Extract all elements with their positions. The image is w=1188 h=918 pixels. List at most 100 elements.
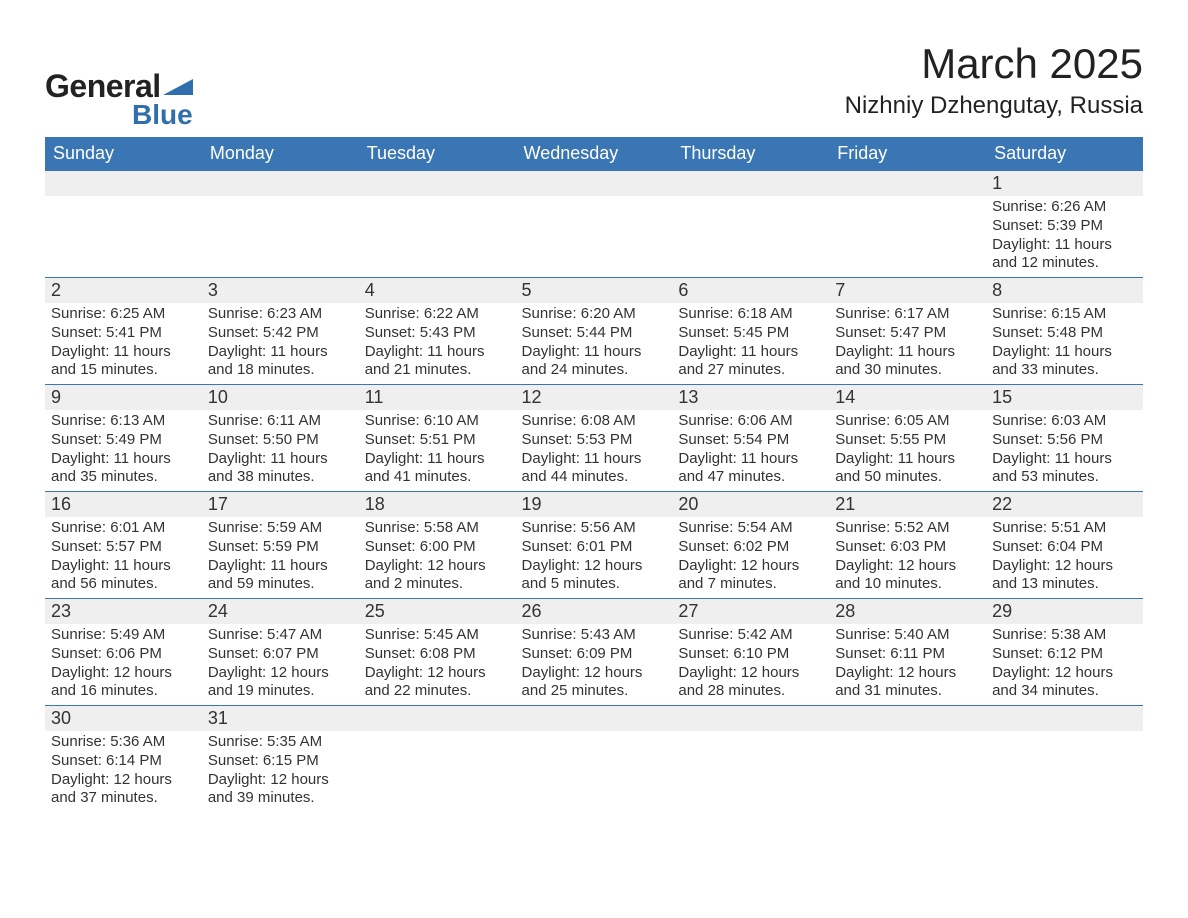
sunset-text: Sunset: 5:59 PM — [208, 538, 353, 557]
day-data: Sunrise: 5:36 AMSunset: 6:14 PMDaylight:… — [45, 731, 202, 812]
sunset-text: Sunset: 6:07 PM — [208, 645, 353, 664]
day-data: Sunrise: 6:23 AMSunset: 5:42 PMDaylight:… — [202, 303, 359, 384]
day-data: Sunrise: 6:01 AMSunset: 5:57 PMDaylight:… — [45, 517, 202, 598]
sunset-text: Sunset: 5:42 PM — [208, 324, 353, 343]
logo: General Blue — [45, 68, 193, 131]
day-number: 22 — [986, 492, 1143, 517]
sunset-text: Sunset: 6:03 PM — [835, 538, 980, 557]
daylight-text: Daylight: 11 hours and 41 minutes. — [365, 450, 510, 488]
calendar-cell: 24Sunrise: 5:47 AMSunset: 6:07 PMDayligh… — [202, 599, 359, 706]
calendar-cell: 16Sunrise: 6:01 AMSunset: 5:57 PMDayligh… — [45, 492, 202, 599]
sunset-text: Sunset: 6:10 PM — [678, 645, 823, 664]
sunrise-text: Sunrise: 6:05 AM — [835, 412, 980, 431]
sunrise-text: Sunrise: 6:03 AM — [992, 412, 1137, 431]
day-number: 23 — [45, 599, 202, 624]
calendar-table: SundayMondayTuesdayWednesdayThursdayFrid… — [45, 137, 1143, 812]
calendar-cell: 13Sunrise: 6:06 AMSunset: 5:54 PMDayligh… — [672, 385, 829, 492]
weekday-header: Thursday — [672, 137, 829, 171]
day-number: 27 — [672, 599, 829, 624]
daylight-text: Daylight: 12 hours and 7 minutes. — [678, 557, 823, 595]
daylight-text: Daylight: 11 hours and 15 minutes. — [51, 343, 196, 381]
sunrise-text: Sunrise: 5:36 AM — [51, 733, 196, 752]
day-number-empty — [202, 171, 359, 196]
calendar-cell: 31Sunrise: 5:35 AMSunset: 6:15 PMDayligh… — [202, 706, 359, 813]
sunset-text: Sunset: 5:47 PM — [835, 324, 980, 343]
sunrise-text: Sunrise: 6:18 AM — [678, 305, 823, 324]
daylight-text: Daylight: 12 hours and 34 minutes. — [992, 664, 1137, 702]
sunrise-text: Sunrise: 6:01 AM — [51, 519, 196, 538]
sunrise-text: Sunrise: 5:59 AM — [208, 519, 353, 538]
sunset-text: Sunset: 5:55 PM — [835, 431, 980, 450]
day-number-empty — [829, 706, 986, 731]
day-number: 8 — [986, 278, 1143, 303]
daylight-text: Daylight: 11 hours and 35 minutes. — [51, 450, 196, 488]
sunset-text: Sunset: 5:39 PM — [992, 217, 1137, 236]
calendar-cell: 22Sunrise: 5:51 AMSunset: 6:04 PMDayligh… — [986, 492, 1143, 599]
day-data: Sunrise: 5:56 AMSunset: 6:01 PMDaylight:… — [516, 517, 673, 598]
day-number-empty — [986, 706, 1143, 731]
daylight-text: Daylight: 12 hours and 37 minutes. — [51, 771, 196, 809]
sunset-text: Sunset: 5:49 PM — [51, 431, 196, 450]
day-data-empty — [45, 196, 202, 221]
calendar-cell: 17Sunrise: 5:59 AMSunset: 5:59 PMDayligh… — [202, 492, 359, 599]
sunrise-text: Sunrise: 5:40 AM — [835, 626, 980, 645]
calendar-cell — [672, 706, 829, 813]
day-data: Sunrise: 6:22 AMSunset: 5:43 PMDaylight:… — [359, 303, 516, 384]
day-number: 26 — [516, 599, 673, 624]
calendar-cell: 9Sunrise: 6:13 AMSunset: 5:49 PMDaylight… — [45, 385, 202, 492]
header: General Blue March 2025 Nizhniy Dzhengut… — [45, 40, 1143, 131]
day-number: 11 — [359, 385, 516, 410]
weekday-header: Friday — [829, 137, 986, 171]
weekday-header: Sunday — [45, 137, 202, 171]
day-number-empty — [672, 706, 829, 731]
calendar-cell: 23Sunrise: 5:49 AMSunset: 6:06 PMDayligh… — [45, 599, 202, 706]
day-number: 16 — [45, 492, 202, 517]
sunrise-text: Sunrise: 5:45 AM — [365, 626, 510, 645]
sunset-text: Sunset: 6:01 PM — [522, 538, 667, 557]
day-number: 21 — [829, 492, 986, 517]
day-number-empty — [516, 171, 673, 196]
daylight-text: Daylight: 11 hours and 24 minutes. — [522, 343, 667, 381]
calendar-cell: 10Sunrise: 6:11 AMSunset: 5:50 PMDayligh… — [202, 385, 359, 492]
daylight-text: Daylight: 11 hours and 30 minutes. — [835, 343, 980, 381]
calendar-row: 30Sunrise: 5:36 AMSunset: 6:14 PMDayligh… — [45, 706, 1143, 813]
daylight-text: Daylight: 12 hours and 39 minutes. — [208, 771, 353, 809]
sunrise-text: Sunrise: 5:56 AM — [522, 519, 667, 538]
sunrise-text: Sunrise: 5:42 AM — [678, 626, 823, 645]
sunset-text: Sunset: 5:54 PM — [678, 431, 823, 450]
day-number: 25 — [359, 599, 516, 624]
day-data-empty — [359, 196, 516, 221]
daylight-text: Daylight: 12 hours and 2 minutes. — [365, 557, 510, 595]
calendar-cell: 30Sunrise: 5:36 AMSunset: 6:14 PMDayligh… — [45, 706, 202, 813]
calendar-cell: 29Sunrise: 5:38 AMSunset: 6:12 PMDayligh… — [986, 599, 1143, 706]
calendar-cell: 11Sunrise: 6:10 AMSunset: 5:51 PMDayligh… — [359, 385, 516, 492]
sunset-text: Sunset: 6:11 PM — [835, 645, 980, 664]
day-number: 6 — [672, 278, 829, 303]
weekday-header-row: SundayMondayTuesdayWednesdayThursdayFrid… — [45, 137, 1143, 171]
day-data: Sunrise: 6:05 AMSunset: 5:55 PMDaylight:… — [829, 410, 986, 491]
sunset-text: Sunset: 5:43 PM — [365, 324, 510, 343]
sunrise-text: Sunrise: 6:10 AM — [365, 412, 510, 431]
calendar-cell: 20Sunrise: 5:54 AMSunset: 6:02 PMDayligh… — [672, 492, 829, 599]
day-number: 18 — [359, 492, 516, 517]
daylight-text: Daylight: 11 hours and 50 minutes. — [835, 450, 980, 488]
day-number-empty — [359, 706, 516, 731]
day-data: Sunrise: 6:15 AMSunset: 5:48 PMDaylight:… — [986, 303, 1143, 384]
day-data: Sunrise: 5:40 AMSunset: 6:11 PMDaylight:… — [829, 624, 986, 705]
sunrise-text: Sunrise: 5:47 AM — [208, 626, 353, 645]
calendar-cell: 12Sunrise: 6:08 AMSunset: 5:53 PMDayligh… — [516, 385, 673, 492]
calendar-row: 16Sunrise: 6:01 AMSunset: 5:57 PMDayligh… — [45, 492, 1143, 599]
day-number: 31 — [202, 706, 359, 731]
day-data: Sunrise: 5:54 AMSunset: 6:02 PMDaylight:… — [672, 517, 829, 598]
sunrise-text: Sunrise: 6:11 AM — [208, 412, 353, 431]
sunset-text: Sunset: 6:04 PM — [992, 538, 1137, 557]
calendar-cell: 25Sunrise: 5:45 AMSunset: 6:08 PMDayligh… — [359, 599, 516, 706]
day-data: Sunrise: 5:35 AMSunset: 6:15 PMDaylight:… — [202, 731, 359, 812]
daylight-text: Daylight: 12 hours and 16 minutes. — [51, 664, 196, 702]
sunrise-text: Sunrise: 5:52 AM — [835, 519, 980, 538]
day-number: 5 — [516, 278, 673, 303]
sunset-text: Sunset: 5:50 PM — [208, 431, 353, 450]
day-data: Sunrise: 5:52 AMSunset: 6:03 PMDaylight:… — [829, 517, 986, 598]
sunrise-text: Sunrise: 6:26 AM — [992, 198, 1137, 217]
sunset-text: Sunset: 5:48 PM — [992, 324, 1137, 343]
